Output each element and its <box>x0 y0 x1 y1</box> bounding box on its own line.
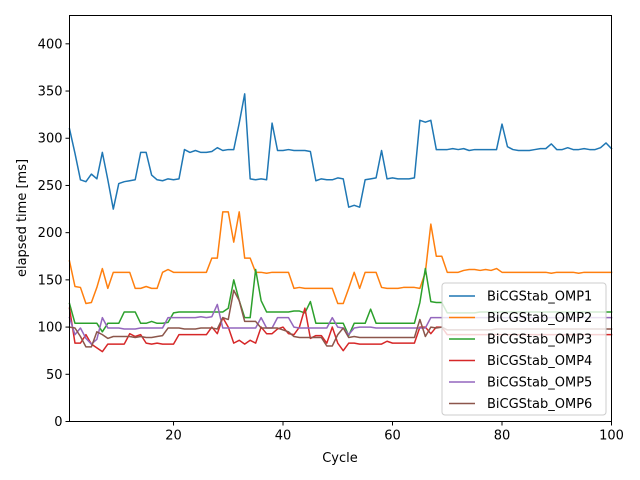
legend-label-2: BiCGStab_OMP2 <box>487 311 592 326</box>
series-line-2 <box>68 211 613 305</box>
y-tick-label: 100 <box>38 321 63 336</box>
series-line-1 <box>68 93 613 210</box>
legend-label-3: BiCGStab_OMP3 <box>487 333 592 348</box>
x-tick-label: 20 <box>165 429 182 444</box>
legend-label-5: BiCGStab_OMP5 <box>487 376 592 391</box>
x-axis-label: Cycle <box>322 451 358 466</box>
legend-label-1: BiCGStab_OMP1 <box>487 290 592 305</box>
x-tick-label: 40 <box>275 429 292 444</box>
x-tick-label: 80 <box>494 429 511 444</box>
x-tick-label: 60 <box>384 429 401 444</box>
y-tick-label: 350 <box>38 85 63 100</box>
y-tick-label: 0 <box>54 415 62 430</box>
y-axis-ticks: 0 50 100 150 200 250 300 350 400 <box>38 37 70 430</box>
x-tick-label: 100 <box>599 429 624 444</box>
y-tick-label: 300 <box>38 132 63 147</box>
legend-label-4: BiCGStab_OMP4 <box>487 354 592 369</box>
x-axis-ticks: 20 40 60 80 100 <box>165 421 624 444</box>
y-tick-label: 150 <box>38 273 63 288</box>
y-tick-label: 400 <box>38 37 63 52</box>
legend-box <box>441 282 607 416</box>
y-tick-label: 50 <box>46 368 63 383</box>
legend-label-6: BiCGStab_OMP6 <box>487 397 592 412</box>
y-axis-label: elapsed time [ms] <box>15 159 30 277</box>
plot-lines <box>68 93 613 353</box>
plot-frame <box>69 15 612 422</box>
y-tick-label: 250 <box>38 179 63 194</box>
y-tick-label: 200 <box>38 226 63 241</box>
legend: BiCGStab_OMP1 BiCGStab_OMP2 BiCGStab_OMP3 B… <box>441 282 607 416</box>
